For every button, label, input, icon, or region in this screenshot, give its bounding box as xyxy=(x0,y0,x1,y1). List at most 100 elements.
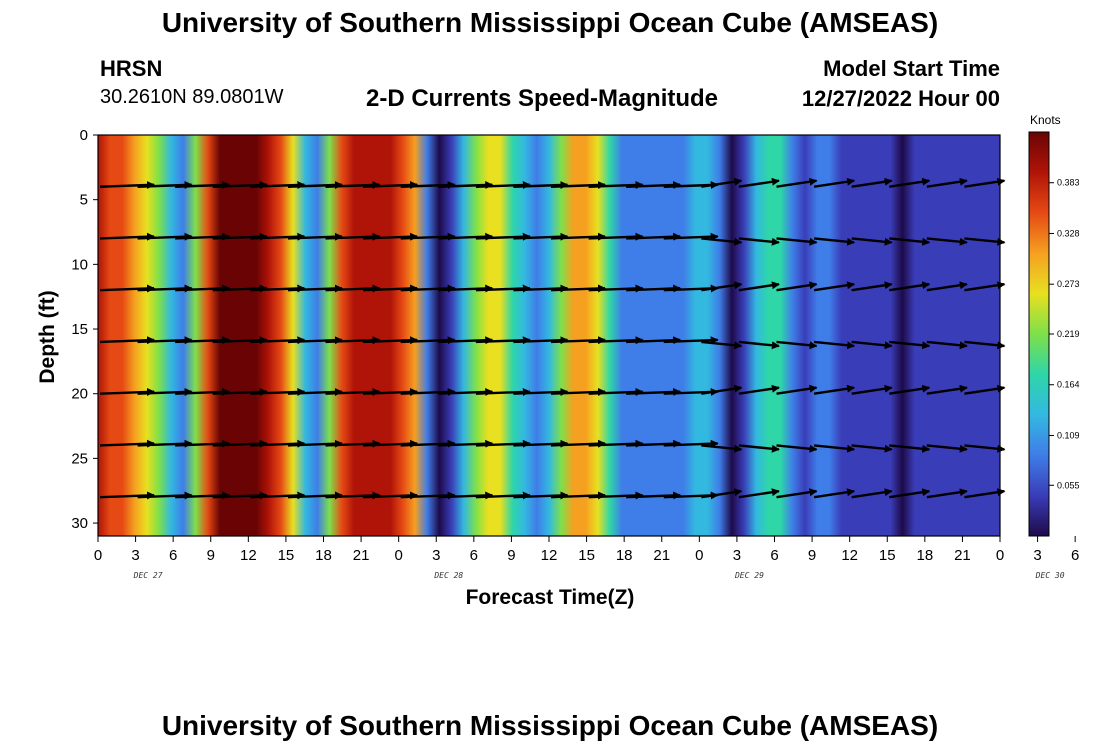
x-tick-label: 0 xyxy=(996,547,1004,564)
current-vector xyxy=(626,181,682,189)
current-vector xyxy=(175,439,231,448)
x-tick-label: 9 xyxy=(808,547,816,564)
current-vector xyxy=(325,439,381,448)
current-vector xyxy=(400,336,456,345)
current-vector xyxy=(250,181,306,189)
current-vector xyxy=(438,232,494,241)
current-vector xyxy=(475,181,531,189)
current-vector xyxy=(325,284,381,293)
current-vector xyxy=(626,387,682,396)
x-tick-label: 6 xyxy=(770,547,778,564)
x-tick-label: 15 xyxy=(278,547,295,564)
current-vector xyxy=(137,232,193,241)
current-vector xyxy=(212,439,268,448)
current-vector xyxy=(738,281,780,292)
x-tick-label: 21 xyxy=(653,547,670,564)
model-start-value: 12/27/2022 Hour 00 xyxy=(801,86,1000,111)
x-tick-label: 12 xyxy=(841,547,858,564)
colorbar-tick-label: 0.219 xyxy=(1057,329,1080,339)
current-vector xyxy=(964,444,1006,453)
x-tick-label: 9 xyxy=(207,547,215,564)
current-vector xyxy=(851,384,893,395)
current-vector xyxy=(926,340,968,350)
current-vector xyxy=(475,491,531,500)
current-vector xyxy=(212,336,268,345)
current-vector xyxy=(813,281,856,292)
current-vector xyxy=(851,281,893,292)
current-vector xyxy=(175,181,231,189)
current-vector xyxy=(175,336,231,345)
current-vector xyxy=(287,491,343,500)
current-vector xyxy=(588,284,644,293)
current-vector xyxy=(776,281,818,292)
current-vector xyxy=(363,439,419,448)
x-axis-label: Forecast Time(Z) xyxy=(465,586,635,609)
x-tick-label: 3 xyxy=(733,547,741,564)
current-vector xyxy=(400,439,456,448)
current-vector xyxy=(813,237,856,246)
current-vector xyxy=(588,336,644,345)
current-vector xyxy=(513,181,569,189)
y-tick-label: 30 xyxy=(71,515,88,532)
current-vector xyxy=(513,336,569,345)
current-vector xyxy=(99,181,155,189)
y-tick-label: 0 xyxy=(80,127,88,144)
current-vector xyxy=(701,488,743,499)
current-vector xyxy=(137,491,193,500)
current-vector xyxy=(325,181,381,189)
current-vector xyxy=(851,237,893,246)
current-vector xyxy=(363,387,419,396)
current-vector xyxy=(250,387,306,396)
current-vector xyxy=(738,177,780,188)
current-vector xyxy=(438,181,494,189)
current-vector xyxy=(175,232,231,241)
x-day-label: DEC 29 xyxy=(734,571,764,580)
current-vector xyxy=(776,177,818,188)
current-vector xyxy=(626,232,682,241)
current-vector xyxy=(99,284,155,293)
x-tick-label: 15 xyxy=(578,547,595,564)
current-vector xyxy=(851,444,893,453)
current-vector xyxy=(513,284,569,293)
current-vector xyxy=(99,387,155,396)
current-vector xyxy=(550,336,606,345)
current-vector xyxy=(550,232,606,241)
current-vector xyxy=(813,488,856,499)
current-vector xyxy=(926,384,968,395)
current-vector xyxy=(250,439,306,448)
current-vector xyxy=(889,281,931,292)
current-vector xyxy=(400,232,456,241)
current-vector xyxy=(889,444,931,453)
x-day-label: DEC 28 xyxy=(433,571,463,580)
y-tick-label: 15 xyxy=(71,321,88,338)
current-vector xyxy=(400,284,456,293)
current-vector xyxy=(550,491,606,500)
current-vector xyxy=(926,444,968,453)
current-vector xyxy=(964,177,1006,188)
current-vector xyxy=(626,491,682,500)
current-vector xyxy=(175,491,231,500)
colorbar xyxy=(1028,131,1050,537)
current-vector xyxy=(588,181,644,189)
x-tick-label: 3 xyxy=(1033,547,1041,564)
current-vector xyxy=(438,439,494,448)
current-vector xyxy=(550,387,606,396)
station-coords: 30.2610N 89.0801W xyxy=(100,86,284,108)
current-vector xyxy=(663,439,719,448)
current-vector xyxy=(588,387,644,396)
current-vector xyxy=(813,384,856,395)
current-vector xyxy=(813,177,856,188)
x-tick-label: 6 xyxy=(470,547,478,564)
current-vector xyxy=(663,336,719,345)
current-vector xyxy=(776,340,818,350)
current-vector xyxy=(851,340,893,350)
current-vector xyxy=(250,491,306,500)
chart-title: 2-D Currents Speed-Magnitude xyxy=(366,85,719,112)
current-vector xyxy=(550,439,606,448)
current-vector xyxy=(513,232,569,241)
colorbar-tick-label: 0.109 xyxy=(1057,430,1080,440)
current-vector xyxy=(175,387,231,396)
current-vector xyxy=(513,439,569,448)
colorbar-tick-label: 0.328 xyxy=(1057,228,1080,238)
current-vector xyxy=(475,284,531,293)
